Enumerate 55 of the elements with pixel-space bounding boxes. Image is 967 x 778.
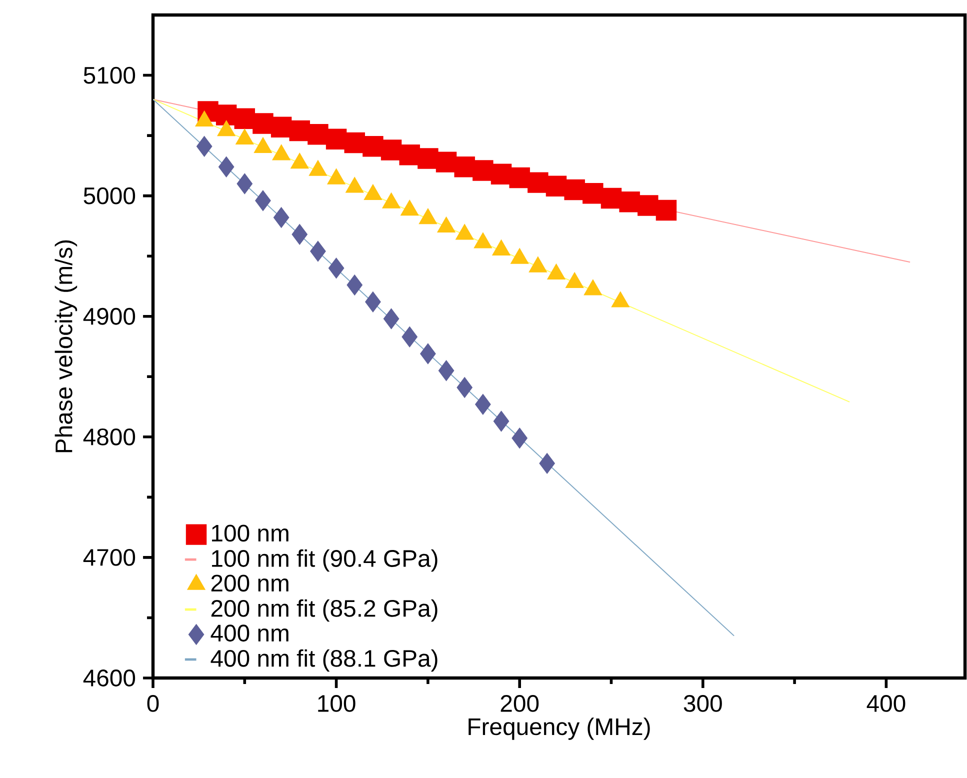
y-tick-label: 4600 <box>83 670 136 686</box>
x-tick-label: 300 <box>684 695 722 712</box>
point <box>564 179 585 200</box>
x-axis-title: Frequency (MHz) <box>468 718 650 740</box>
point <box>638 195 658 216</box>
x-tick-label: 400 <box>866 695 906 712</box>
point <box>292 224 308 245</box>
point <box>365 292 381 312</box>
point <box>196 136 212 157</box>
x-tick-label: 200 <box>500 695 539 712</box>
point <box>270 116 292 138</box>
point <box>509 167 530 188</box>
legend-label: 200 nm <box>211 574 288 592</box>
point <box>456 377 472 398</box>
legend-label: 100 nm fit (90.4 GPa) <box>212 549 438 572</box>
point <box>493 410 510 432</box>
point <box>454 156 475 178</box>
point <box>308 124 328 145</box>
point <box>362 136 384 157</box>
legend-label: 400 nm <box>210 624 288 642</box>
point <box>539 453 555 474</box>
point <box>383 308 400 330</box>
y-tick-label: 4800 <box>83 428 136 446</box>
point <box>273 207 290 228</box>
point <box>619 191 640 212</box>
legend-label: 200 nm fit (85.2 GPa) <box>211 599 438 622</box>
y-axis-title: Phase velocity (m/s) <box>54 240 78 452</box>
y-tick-label: 4700 <box>83 549 136 566</box>
point <box>438 360 454 381</box>
point <box>512 428 528 448</box>
point <box>528 172 548 193</box>
point <box>656 200 677 221</box>
point <box>472 160 494 181</box>
legend-label: 400 nm fit (88.1 GPa) <box>210 649 438 672</box>
point <box>310 240 326 262</box>
legend-label: 100 nm <box>212 524 288 542</box>
point <box>420 343 436 364</box>
point <box>475 394 491 415</box>
point <box>418 148 438 169</box>
y-tick-label: 4900 <box>83 308 136 325</box>
x-tick-label: 0 <box>147 695 159 712</box>
point <box>328 258 344 279</box>
point <box>236 173 253 194</box>
point <box>255 190 271 211</box>
x-tick-label: 100 <box>318 695 356 712</box>
point <box>380 140 402 160</box>
y-tick-label: 5100 <box>84 66 136 84</box>
point <box>436 152 457 172</box>
point <box>252 113 274 134</box>
y-tick-label: 5000 <box>84 187 136 204</box>
point <box>346 274 362 296</box>
point <box>326 128 347 150</box>
point <box>218 156 234 178</box>
point <box>582 183 604 204</box>
point <box>402 326 418 348</box>
